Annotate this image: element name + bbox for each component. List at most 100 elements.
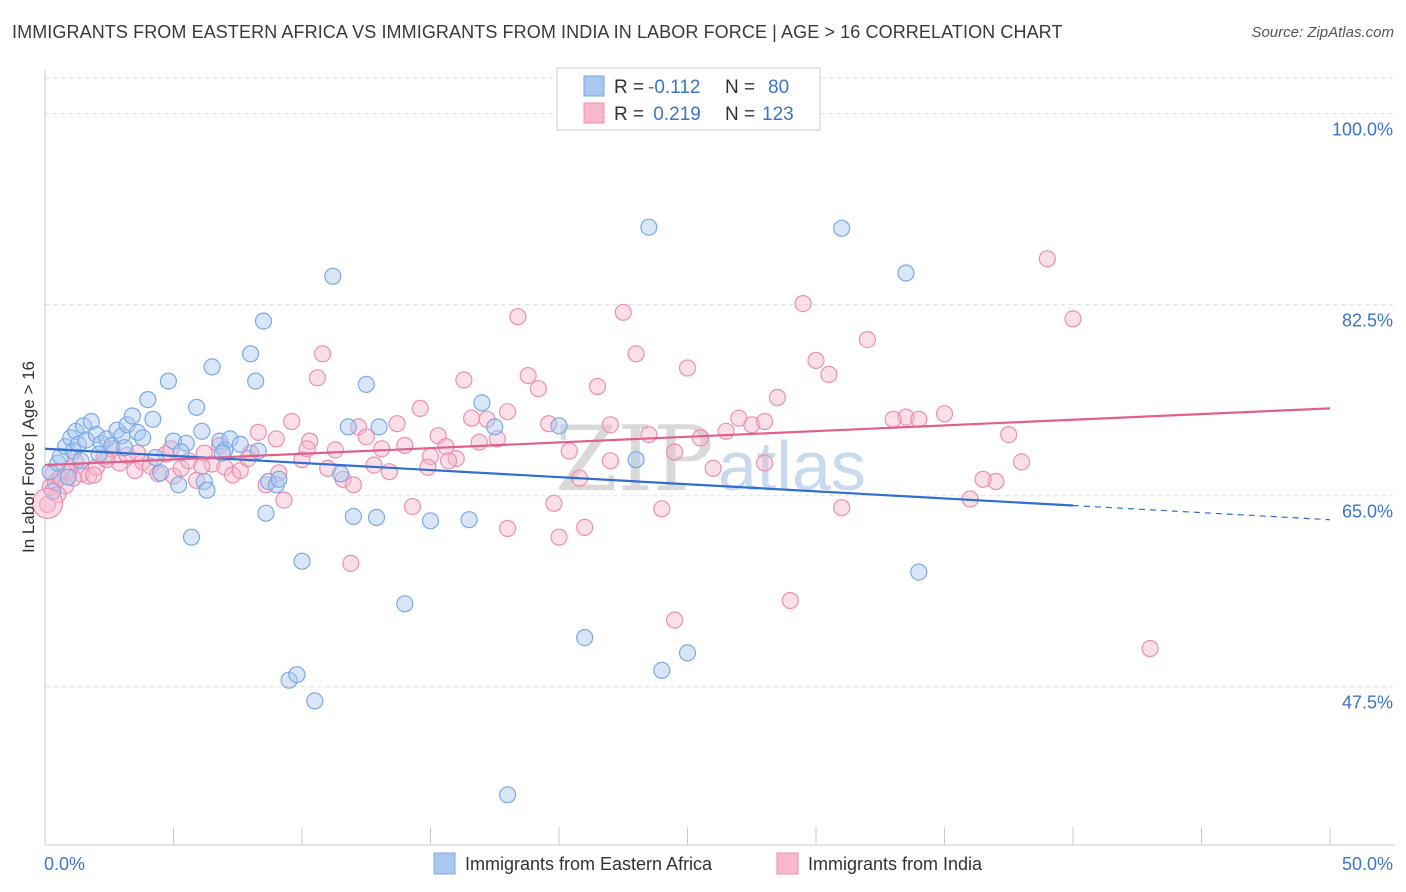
- point-eastern-africa-71: [59, 468, 77, 486]
- point-eastern-africa-72: [72, 452, 90, 470]
- legend-swatch-eastern-africa: [583, 75, 605, 97]
- point-eastern-africa-28: [177, 434, 195, 452]
- x-tick-label-max: 50.0%: [1342, 854, 1393, 874]
- point-india-57: [455, 371, 473, 389]
- point-eastern-africa-37: [221, 430, 239, 448]
- point-eastern-africa-9: [74, 417, 93, 435]
- point-eastern-africa-30: [188, 398, 206, 416]
- point-india-108: [717, 422, 735, 440]
- point-eastern-africa-39: [247, 372, 265, 390]
- point-india-89: [858, 331, 877, 349]
- point-india-77: [678, 359, 697, 377]
- point-eastern-africa-69: [116, 439, 134, 457]
- point-eastern-africa-60: [627, 451, 645, 469]
- point-eastern-africa-76: [460, 511, 478, 529]
- y-tick-label-0: 100.0%: [1332, 120, 1393, 140]
- point-india-97: [1038, 250, 1056, 268]
- bottom-legend: Immigrants from Eastern Africa Immigrant…: [433, 852, 983, 875]
- point-eastern-africa-66: [910, 563, 928, 581]
- top-legend: R = -0.112 N = 80 R = 0.219 N = 123: [556, 67, 821, 131]
- point-india-62: [499, 403, 517, 421]
- point-india-63: [509, 308, 527, 326]
- point-eastern-africa-77: [332, 465, 350, 483]
- point-india-111: [344, 476, 362, 494]
- point-india-99: [1141, 639, 1159, 658]
- point-india-49: [388, 415, 406, 433]
- point-eastern-africa-34: [203, 358, 221, 376]
- legend-n-label-1: N =: [725, 77, 755, 98]
- point-india-66: [540, 415, 558, 433]
- point-eastern-africa-61: [640, 218, 658, 236]
- point-india-96: [1012, 453, 1031, 471]
- point-eastern-africa-45: [288, 666, 306, 684]
- point-india-58: [463, 409, 481, 427]
- point-eastern-africa-38: [242, 345, 260, 363]
- point-india-102: [974, 470, 992, 488]
- point-india-86: [807, 351, 825, 369]
- point-india-119: [85, 466, 103, 484]
- point-eastern-africa-47: [306, 692, 324, 710]
- point-india-67: [550, 528, 568, 546]
- point-eastern-africa-49: [339, 418, 357, 436]
- point-eastern-africa-65: [897, 264, 915, 282]
- y-tick-label-2: 65.0%: [1342, 502, 1393, 522]
- point-india-39: [314, 345, 332, 363]
- data-points: [31, 218, 1159, 804]
- point-india-98: [1064, 310, 1082, 328]
- point-india-33: [267, 430, 285, 448]
- point-india-65: [529, 380, 548, 398]
- point-india-115: [193, 457, 211, 475]
- point-india-91: [910, 410, 928, 428]
- point-india-47: [373, 440, 391, 458]
- point-india-71: [601, 416, 620, 434]
- bottom-legend-swatch-india: [776, 852, 799, 875]
- point-eastern-africa-74: [270, 470, 288, 488]
- y-tick-labels: 100.0% 82.5% 65.0% 47.5%: [1332, 120, 1393, 713]
- point-eastern-africa-70: [90, 445, 108, 463]
- x-tick-labels: 0.0% 50.0%: [44, 854, 1393, 874]
- point-india-92: [935, 405, 954, 423]
- point-eastern-africa-19: [123, 407, 141, 425]
- point-india-76: [665, 443, 684, 461]
- point-india-79: [704, 459, 722, 477]
- point-eastern-africa-54: [421, 512, 440, 530]
- bottom-legend-label-eastern-africa: Immigrants from Eastern Africa: [465, 854, 713, 874]
- axes: [44, 70, 1395, 846]
- point-india-95: [1000, 426, 1018, 444]
- point-eastern-africa-12: [87, 426, 106, 444]
- point-india-82: [755, 412, 774, 431]
- point-india-41: [326, 441, 344, 459]
- point-india-81: [743, 416, 761, 434]
- point-eastern-africa-27: [170, 476, 188, 494]
- point-india-104: [665, 611, 684, 629]
- point-india-88: [833, 499, 851, 517]
- point-india-34: [275, 491, 293, 509]
- point-india-59: [470, 433, 488, 451]
- point-india-87: [820, 365, 838, 384]
- legend-r-label-1: R =: [614, 77, 644, 98]
- point-eastern-africa-51: [357, 375, 375, 393]
- trend-line-india: [44, 407, 1331, 467]
- point-india-38: [308, 369, 326, 387]
- point-india-83: [768, 388, 787, 407]
- point-india-94: [987, 472, 1005, 491]
- point-india-85: [794, 295, 812, 313]
- point-eastern-africa-48: [324, 267, 342, 285]
- point-india-48: [380, 463, 398, 481]
- y-tick-label-3: 47.5%: [1342, 693, 1393, 713]
- point-india-73: [627, 345, 645, 363]
- point-india-35: [283, 412, 301, 431]
- point-india-103: [601, 452, 620, 470]
- point-eastern-africa-50: [344, 507, 362, 526]
- y-tick-label-1: 82.5%: [1342, 311, 1393, 331]
- source-label: Source: ZipAtlas.com: [1251, 24, 1394, 41]
- trend-line-eastern-africa-extension: [1072, 504, 1331, 521]
- point-eastern-africa-62: [653, 661, 671, 680]
- point-eastern-africa-53: [396, 595, 414, 613]
- point-india-50: [396, 436, 414, 455]
- x-tick-label-min: 0.0%: [44, 854, 85, 874]
- legend-n-value-2: 123: [762, 104, 794, 125]
- point-eastern-africa-31: [193, 422, 211, 440]
- point-eastern-africa-40: [254, 312, 273, 330]
